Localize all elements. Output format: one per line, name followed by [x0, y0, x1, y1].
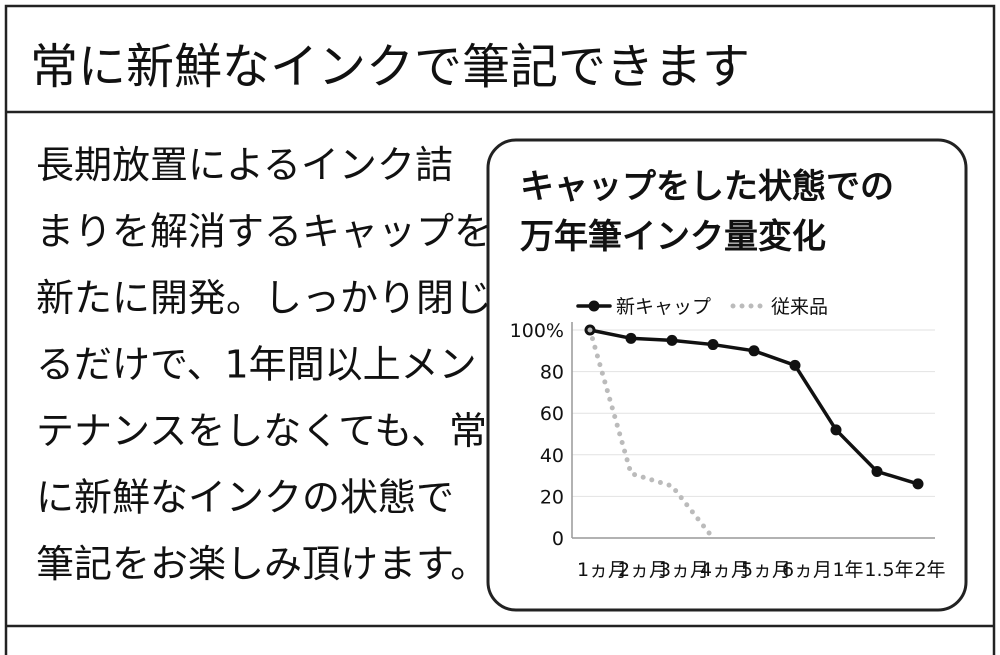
point: [625, 332, 637, 344]
x-tick-label: 6ヵ月: [782, 559, 832, 581]
body-line: に新鮮なインクの状態で: [36, 476, 454, 520]
legend-label: 新キャップ: [616, 296, 711, 318]
x-tick-label: 1.5年: [864, 559, 913, 581]
point: [707, 339, 719, 351]
x-tick-label: 5ヵ月: [741, 559, 791, 581]
point: [830, 424, 842, 436]
title: 常に新鮮なインクで筆記できます: [30, 39, 750, 95]
y-tick-label: 80: [540, 362, 564, 384]
x-tick-label: 2年: [914, 559, 945, 581]
body-line: まりを解消するキャップを: [36, 210, 492, 254]
chart-title: 万年筆インク量変化: [520, 217, 826, 257]
y-tick-label: 60: [540, 403, 564, 425]
point: [789, 359, 801, 371]
body-line: るだけで、1年間以上メン: [36, 343, 477, 387]
x-tick-label: 2ヵ月: [618, 559, 668, 581]
frame: [4, 4, 996, 655]
y-tick-label: 20: [540, 486, 564, 508]
body-line: 新たに開発。しっかり閉じ: [36, 276, 492, 320]
y-tick-label: 100%: [510, 320, 564, 342]
x-tick-label: 1ヵ月: [577, 559, 627, 581]
y-tick-label: 40: [540, 445, 564, 467]
x-tick-label: 3ヵ月: [659, 559, 709, 581]
y-tick-label: 0: [552, 528, 564, 550]
body-text: 長期放置によるインク詰まりを解消するキャップを新たに開発。しっかり閉じるだけで、…: [36, 143, 492, 586]
legend-marker: [588, 300, 600, 312]
x-tick-label: 1年: [832, 559, 863, 581]
point: [748, 345, 760, 357]
point: [871, 465, 883, 477]
series-line: [587, 327, 716, 541]
chart-title: キャップをした状態での: [520, 167, 894, 207]
x-tick-label: 4ヵ月: [700, 559, 750, 581]
point: [666, 334, 678, 346]
legend-label: 従来品: [771, 296, 828, 318]
chart-box: [486, 138, 968, 612]
body-line: 長期放置によるインク詰: [36, 143, 453, 187]
point: [912, 478, 924, 490]
body-line: 筆記をお楽しみ頂けます。: [36, 542, 488, 586]
body-line: テナンスをしなくても、常: [36, 409, 487, 453]
